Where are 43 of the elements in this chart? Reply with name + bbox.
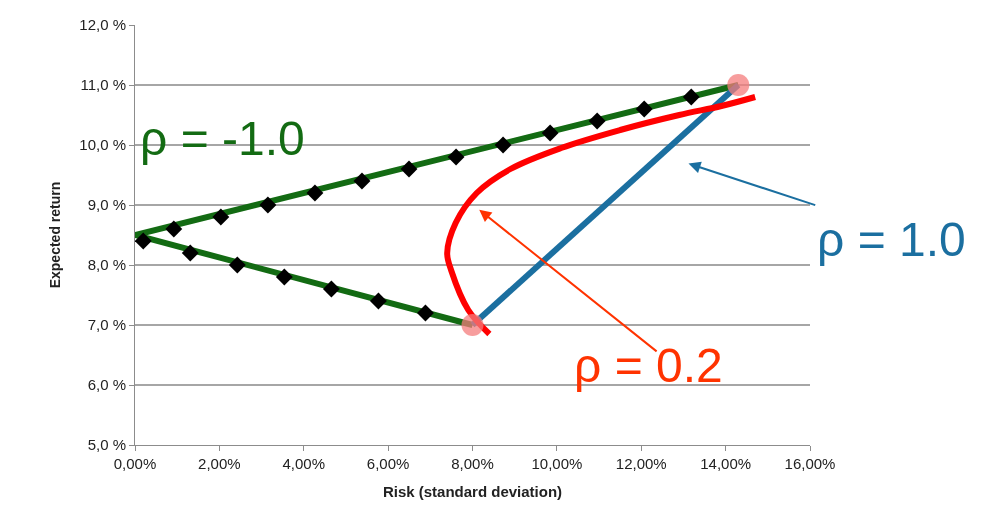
point (259, 196, 277, 214)
point (400, 160, 418, 178)
point (682, 88, 700, 106)
y-tick-label: 7,0 % (87, 316, 126, 334)
point (494, 136, 512, 154)
point (212, 208, 230, 226)
point (135, 232, 152, 250)
x-tick-label: 8,00% (451, 455, 494, 472)
x-tick-label: 4,00% (282, 455, 326, 472)
x-tick-label: 2,00% (198, 455, 241, 472)
y-tick-label: 6,0 % (87, 376, 126, 394)
x-tick-label: 6,00% (366, 455, 410, 472)
point (541, 124, 559, 142)
y-axis-title: Expected return (46, 181, 63, 289)
point (447, 148, 465, 166)
point (353, 172, 371, 190)
y-tick-label: 12,0 % (79, 16, 126, 34)
x-tick-label: 16,00% (784, 455, 836, 472)
point (635, 100, 653, 118)
x-tick-label: 0,00% (113, 455, 157, 472)
x-tick-label: 12,00% (615, 455, 667, 472)
point (181, 244, 199, 262)
annotation: ρ = -1.0 (140, 112, 305, 165)
point (322, 280, 340, 298)
y-tick-label: 10,0 % (79, 136, 126, 154)
y-tick-label: 11,0 % (80, 76, 126, 94)
annotation: ρ = 0.2 (574, 339, 723, 392)
point (306, 184, 324, 202)
point (369, 292, 387, 310)
point (417, 304, 434, 322)
x-tick-label: 10,00% (531, 455, 583, 472)
x-tick-label: 14,00% (700, 455, 752, 472)
text: ρ = 1.0 (817, 213, 966, 266)
point (275, 268, 293, 286)
point (228, 256, 246, 274)
point (727, 74, 750, 96)
y-tick-label: 9,0 % (87, 196, 126, 214)
x-axis-title: Risk (standard deviation) (382, 483, 563, 500)
point (461, 314, 484, 336)
point (165, 220, 183, 238)
y-tick-label: 8,0 % (87, 256, 126, 274)
y-tick-label: 5,0 % (87, 436, 126, 454)
point (588, 112, 606, 130)
